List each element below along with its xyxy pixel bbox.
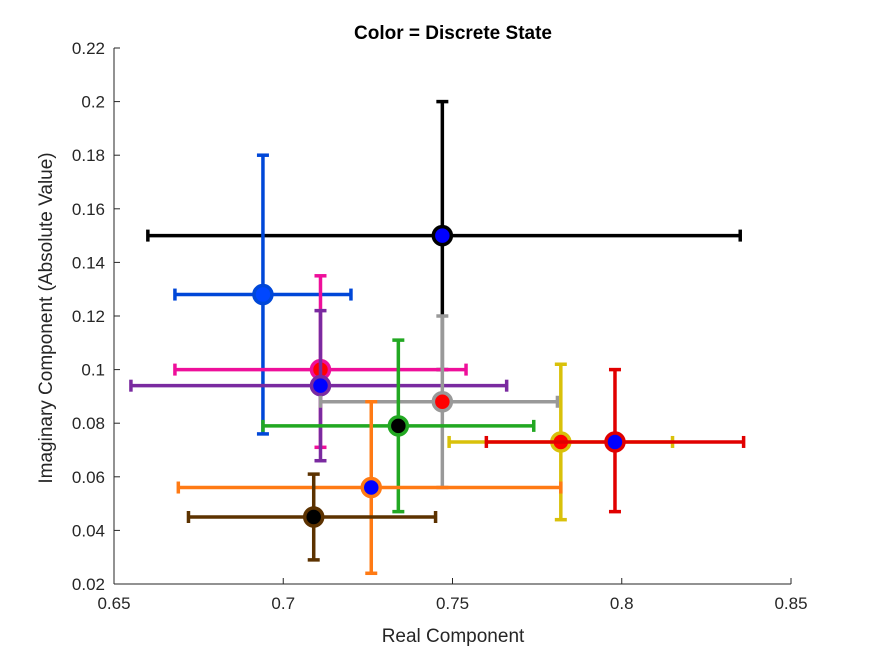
y-tick-label: 0.18: [72, 146, 105, 165]
y-tick-label: 0.16: [72, 200, 105, 219]
y-tick-label: 0.08: [72, 414, 105, 433]
error-bar-point: [484, 367, 746, 514]
y-tick-label: 0.2: [81, 93, 105, 112]
error-bar-point: [186, 472, 438, 562]
data-point-marker: [309, 374, 332, 397]
error-bar-point: [176, 400, 563, 576]
x-tick-label: 0.85: [774, 594, 807, 613]
y-tick-label: 0.04: [72, 521, 105, 540]
x-tick-label: 0.7: [271, 594, 295, 613]
x-tick-label: 0.65: [97, 594, 130, 613]
data-series: [129, 99, 746, 576]
y-tick-label: 0.06: [72, 468, 105, 487]
data-point-marker: [252, 283, 274, 306]
y-tick-label: 0.12: [72, 307, 105, 326]
data-point-marker: [302, 506, 325, 528]
data-point-marker: [387, 415, 410, 437]
x-axis-label: Real Component: [382, 626, 525, 647]
y-tick-label: 0.14: [72, 253, 105, 272]
x-tick-label: 0.8: [610, 594, 634, 613]
data-point-marker: [431, 224, 454, 247]
data-point-marker: [360, 476, 383, 499]
x-tick-label: 0.75: [436, 594, 469, 613]
error-bar-point: [173, 153, 353, 436]
y-tick-label: 0.1: [81, 361, 105, 380]
data-point-marker: [604, 431, 626, 453]
y-tick-label: 0.22: [72, 39, 105, 58]
error-bar-point: [318, 314, 560, 490]
y-tick-label: 0.02: [72, 575, 105, 594]
y-axis-label: Imaginary Component (Absolute Value): [36, 152, 57, 483]
data-point-marker: [431, 391, 454, 413]
axes: 0.65 0.7 0.75 0.8 0.85 0.02 0.04 0.06 0.08 0.1 0.1…: [72, 39, 808, 613]
error-bar-point: [261, 338, 536, 514]
chart-title: Color = Discrete State: [354, 23, 552, 44]
